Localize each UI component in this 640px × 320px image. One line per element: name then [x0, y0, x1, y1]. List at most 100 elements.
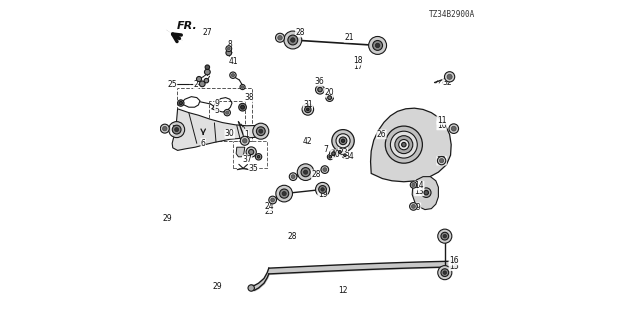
Text: FR.: FR. — [177, 21, 197, 31]
Text: 9: 9 — [214, 99, 220, 108]
Polygon shape — [236, 147, 245, 157]
Text: 10: 10 — [436, 121, 447, 130]
Circle shape — [317, 87, 323, 92]
Circle shape — [179, 101, 182, 105]
Circle shape — [329, 156, 332, 158]
Circle shape — [323, 168, 327, 172]
Circle shape — [282, 191, 286, 196]
Text: 12: 12 — [339, 286, 348, 295]
Circle shape — [372, 41, 383, 50]
Circle shape — [232, 74, 235, 77]
Circle shape — [316, 85, 324, 94]
Circle shape — [307, 108, 309, 111]
Circle shape — [451, 126, 456, 131]
Circle shape — [336, 134, 350, 148]
Circle shape — [248, 149, 253, 155]
Circle shape — [316, 182, 330, 196]
Text: 40: 40 — [330, 150, 340, 159]
Text: 3: 3 — [171, 125, 176, 134]
Circle shape — [227, 47, 230, 50]
Circle shape — [224, 109, 230, 116]
Circle shape — [246, 147, 256, 157]
Text: 25: 25 — [167, 80, 177, 89]
Text: 20: 20 — [324, 88, 334, 97]
Circle shape — [196, 76, 202, 82]
Circle shape — [291, 38, 295, 42]
Text: 22: 22 — [339, 148, 348, 156]
Text: 38: 38 — [244, 93, 254, 102]
Circle shape — [410, 182, 417, 188]
Circle shape — [342, 139, 344, 142]
Text: 36: 36 — [314, 77, 324, 86]
Text: 28: 28 — [287, 232, 296, 241]
Circle shape — [253, 123, 269, 139]
Circle shape — [161, 124, 169, 133]
Circle shape — [276, 185, 292, 202]
Circle shape — [344, 154, 346, 156]
Circle shape — [319, 186, 326, 193]
Circle shape — [410, 203, 417, 210]
Text: 37: 37 — [242, 155, 252, 164]
Text: 26: 26 — [376, 130, 387, 139]
Circle shape — [330, 150, 337, 157]
Text: 23: 23 — [264, 207, 275, 216]
Circle shape — [449, 124, 458, 133]
Circle shape — [339, 151, 341, 154]
Circle shape — [284, 31, 302, 49]
Polygon shape — [172, 109, 268, 150]
Text: 30: 30 — [225, 129, 235, 138]
Text: 18: 18 — [354, 56, 363, 65]
Circle shape — [257, 127, 265, 136]
Circle shape — [441, 269, 449, 276]
Circle shape — [205, 69, 210, 75]
Circle shape — [175, 128, 179, 132]
Circle shape — [241, 86, 244, 88]
Circle shape — [288, 35, 298, 45]
Text: 21: 21 — [344, 33, 353, 42]
Circle shape — [328, 154, 333, 160]
Circle shape — [443, 234, 447, 238]
Circle shape — [248, 285, 254, 291]
Text: 2: 2 — [193, 80, 198, 89]
Text: 7: 7 — [323, 145, 328, 154]
Text: 29: 29 — [162, 214, 172, 223]
Text: 8: 8 — [227, 40, 232, 49]
Circle shape — [163, 126, 167, 131]
Text: 17: 17 — [353, 62, 364, 71]
Text: 42: 42 — [303, 137, 313, 146]
Circle shape — [424, 190, 429, 195]
Circle shape — [412, 183, 415, 187]
Circle shape — [438, 229, 452, 243]
Circle shape — [240, 84, 245, 90]
Text: 27: 27 — [202, 28, 212, 36]
Text: TZ34B2900A: TZ34B2900A — [429, 10, 475, 19]
Circle shape — [303, 170, 308, 174]
Circle shape — [412, 204, 415, 208]
Circle shape — [289, 173, 297, 180]
Circle shape — [230, 72, 236, 78]
Polygon shape — [371, 108, 451, 182]
Circle shape — [443, 271, 447, 275]
Text: 28: 28 — [312, 170, 321, 179]
Text: 28: 28 — [296, 28, 305, 37]
Circle shape — [172, 125, 181, 134]
Circle shape — [298, 164, 314, 180]
Circle shape — [438, 266, 452, 280]
Text: 5: 5 — [214, 106, 220, 115]
Circle shape — [239, 103, 246, 111]
Circle shape — [259, 129, 263, 133]
Text: 41: 41 — [228, 57, 238, 66]
Circle shape — [399, 140, 409, 150]
Text: 32: 32 — [442, 78, 452, 87]
Circle shape — [226, 50, 232, 56]
Circle shape — [241, 136, 250, 145]
Circle shape — [441, 232, 449, 240]
FancyBboxPatch shape — [177, 88, 252, 141]
Text: 14: 14 — [414, 181, 424, 190]
Circle shape — [369, 36, 387, 54]
Text: 15: 15 — [449, 262, 459, 271]
Circle shape — [375, 43, 380, 48]
Circle shape — [278, 36, 282, 40]
Circle shape — [257, 156, 260, 158]
Text: 16: 16 — [449, 256, 459, 265]
